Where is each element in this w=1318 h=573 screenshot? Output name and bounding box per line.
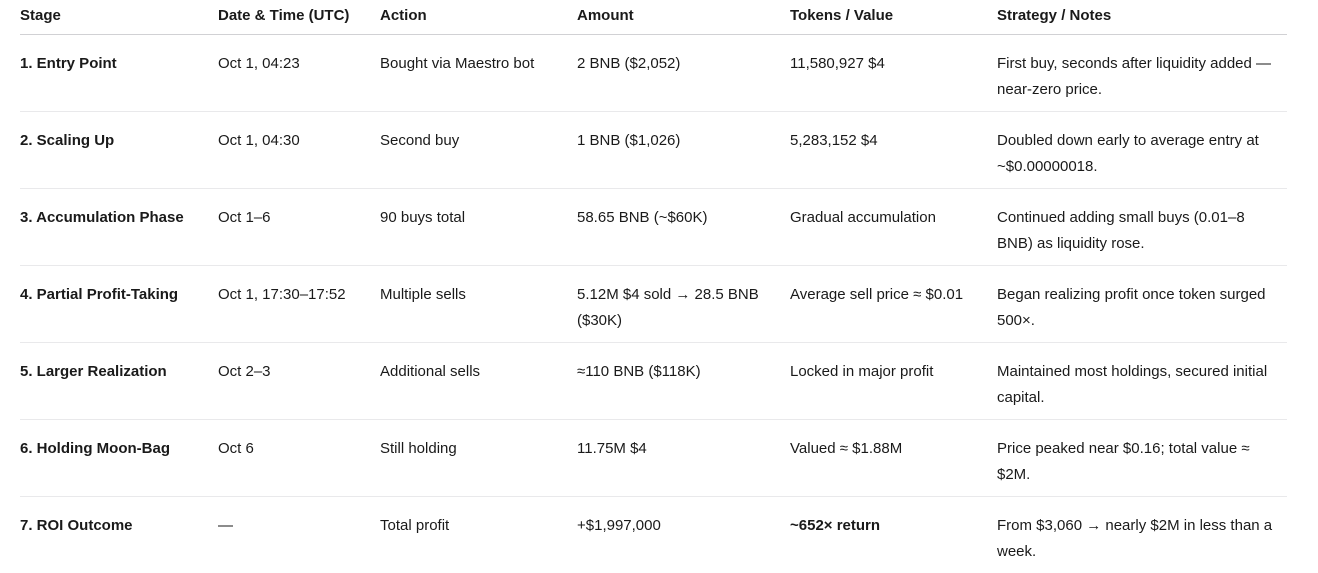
tokens-value-cell: 11,580,927 $4 <box>790 34 997 112</box>
table-row: 6. Holding Moon-Bag Oct 6 Still holding … <box>20 419 1287 497</box>
notes-cell: Began realizing profit once token surged… <box>997 265 1287 343</box>
tokens-value-cell: Valued ≈ $1.88M <box>790 419 997 497</box>
table-row: 7. ROI Outcome — Total profit +$1,997,00… <box>20 497 1287 573</box>
stage-cell: 2. Scaling Up <box>20 111 218 189</box>
datetime-cell: — <box>218 517 233 534</box>
datetime-cell: Oct 1, 04:23 <box>218 34 380 112</box>
action-cell: Still holding <box>380 419 577 497</box>
amount-cell: 11.75M $4 <box>577 419 790 497</box>
column-header-datetime: Date & Time (UTC) <box>218 0 380 35</box>
amount-cell: 2 BNB ($2,052) <box>577 34 790 112</box>
trade-stages-table: Stage Date & Time (UTC) Action Amount To… <box>20 0 1287 573</box>
action-cell: 90 buys total <box>380 188 577 266</box>
table-row: 1. Entry Point Oct 1, 04:23 Bought via M… <box>20 34 1287 112</box>
table-body: 1. Entry Point Oct 1, 04:23 Bought via M… <box>20 34 1287 573</box>
stage-cell: 4. Partial Profit-Taking <box>20 265 218 343</box>
column-header-strategy-notes: Strategy / Notes <box>997 0 1287 35</box>
notes-cell: From $3,060 → nearly $2M in less than a … <box>997 517 1273 560</box>
amount-cell: ≈110 BNB ($118K) <box>577 342 790 420</box>
notes-cell: Continued adding small buys (0.01–8 BNB)… <box>997 188 1287 266</box>
stage-cell: 7. ROI Outcome <box>20 517 133 534</box>
tokens-value-cell: Gradual accumulation <box>790 188 997 266</box>
tokens-value-cell: Locked in major profit <box>790 342 997 420</box>
datetime-cell: Oct 1–6 <box>218 188 380 266</box>
datetime-cell: Oct 2–3 <box>218 342 380 420</box>
tokens-value-cell: Average sell price ≈ $0.01 <box>790 265 997 343</box>
datetime-cell: Oct 1, 17:30–17:52 <box>218 265 380 343</box>
column-header-action: Action <box>380 0 577 35</box>
table-row: 3. Accumulation Phase Oct 1–6 90 buys to… <box>20 188 1287 266</box>
notes-cell: Price peaked near $0.16; total value ≈ $… <box>997 419 1287 497</box>
action-cell: Additional sells <box>380 342 577 420</box>
stage-cell: 6. Holding Moon-Bag <box>20 419 218 497</box>
column-header-amount: Amount <box>577 0 790 35</box>
amount-cell: +$1,997,000 <box>577 517 661 534</box>
table-row: 5. Larger Realization Oct 2–3 Additional… <box>20 342 1287 420</box>
action-cell: Total profit <box>380 517 450 534</box>
tokens-value-cell: ~652× return <box>790 517 881 534</box>
stage-cell: 1. Entry Point <box>20 34 218 112</box>
datetime-cell: Oct 6 <box>218 419 380 497</box>
notes-cell: Doubled down early to average entry at ~… <box>997 111 1287 189</box>
table-header-row: Stage Date & Time (UTC) Action Amount To… <box>20 0 1287 35</box>
amount-cell: 1 BNB ($1,026) <box>577 111 790 189</box>
notes-cell: First buy, seconds after liquidity added… <box>997 34 1287 112</box>
datetime-cell: Oct 1, 04:30 <box>218 111 380 189</box>
action-cell: Bought via Maestro bot <box>380 34 577 112</box>
stage-cell: 5. Larger Realization <box>20 342 218 420</box>
notes-cell: Maintained most holdings, secured initia… <box>997 342 1287 420</box>
column-header-stage: Stage <box>20 0 218 35</box>
amount-cell: 5.12M $4 sold → 28.5 BNB ($30K) <box>577 265 790 343</box>
table-row: 2. Scaling Up Oct 1, 04:30 Second buy 1 … <box>20 111 1287 189</box>
table-row: 4. Partial Profit-Taking Oct 1, 17:30–17… <box>20 265 1287 343</box>
column-header-tokens-value: Tokens / Value <box>790 0 997 35</box>
amount-cell: 58.65 BNB (~$60K) <box>577 188 790 266</box>
action-cell: Multiple sells <box>380 265 577 343</box>
action-cell: Second buy <box>380 111 577 189</box>
tokens-value-cell: 5,283,152 $4 <box>790 111 997 189</box>
stage-cell: 3. Accumulation Phase <box>20 188 218 266</box>
